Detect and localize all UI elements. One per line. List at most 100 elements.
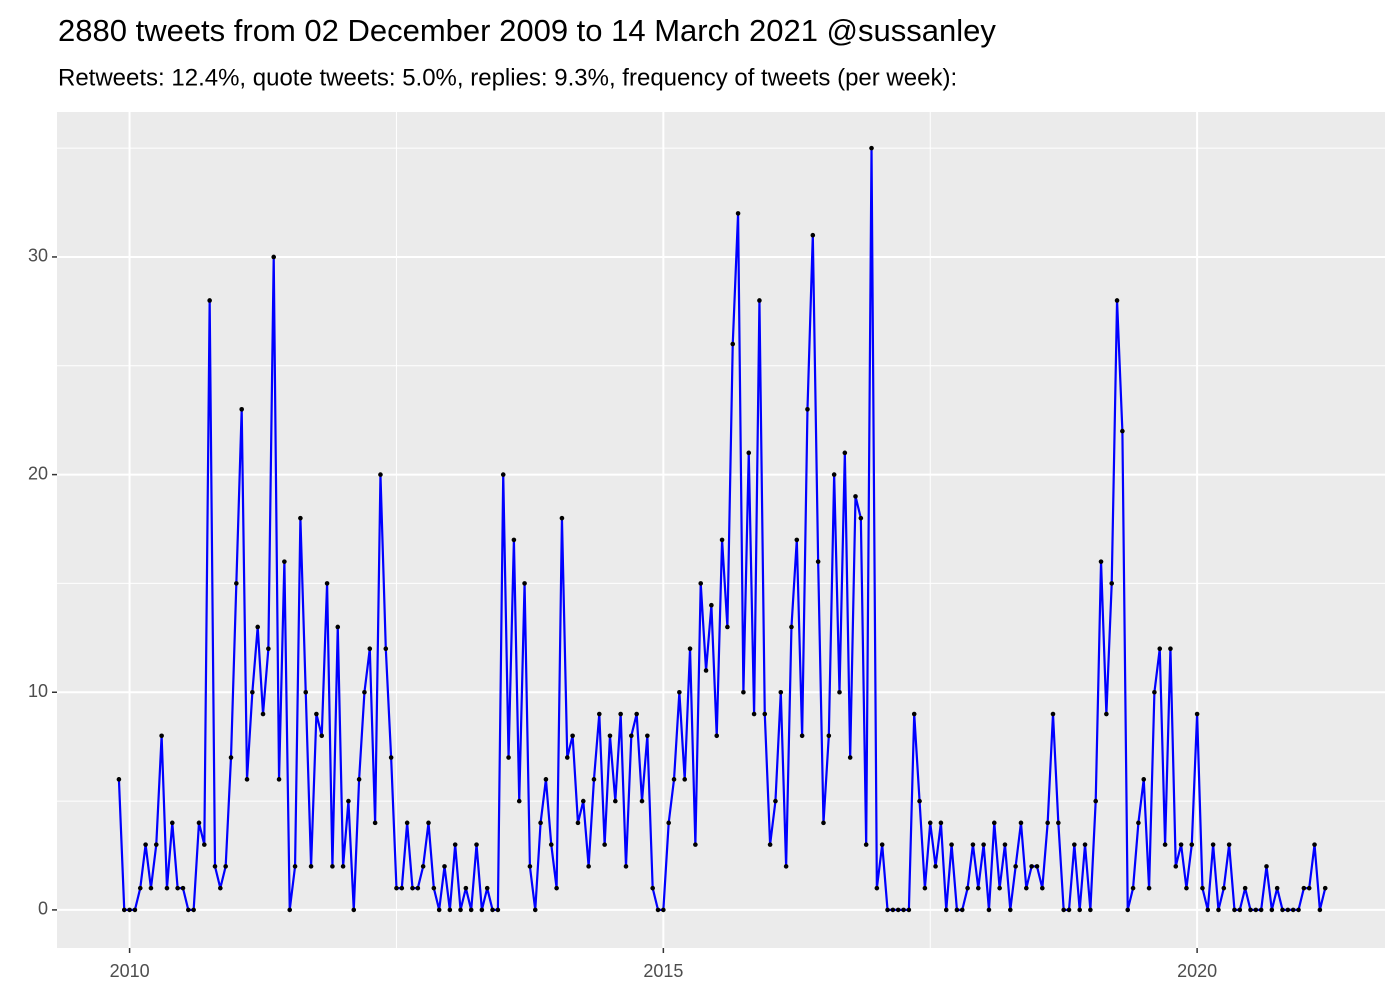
point [543,777,549,782]
point [1290,907,1296,913]
point [719,537,725,543]
point [783,864,789,869]
point [970,842,976,847]
point [1269,907,1275,913]
y-tick-label: 10 [28,681,48,701]
point [586,864,591,869]
point [1018,820,1024,826]
point [778,689,784,695]
point [116,777,122,782]
point [266,646,271,652]
point [1104,711,1109,717]
point [319,733,325,739]
point [314,711,319,717]
point [431,885,437,891]
point [1280,907,1285,913]
point [1301,885,1307,891]
y-tick-label: 0 [38,899,48,919]
point [794,537,800,543]
point [623,864,629,869]
point [1040,885,1045,891]
point [1146,885,1152,891]
point [613,798,618,804]
point [538,820,543,826]
point [911,711,917,717]
point [741,689,746,695]
point [917,798,922,804]
point [127,907,132,913]
point [1136,820,1141,826]
point [458,907,463,913]
point [602,842,607,847]
point [725,624,730,630]
point [655,907,661,913]
point [858,515,864,521]
point [1114,298,1120,303]
point [954,907,960,913]
point [661,907,666,913]
point [394,885,399,891]
point [1210,842,1216,847]
point [757,298,762,303]
point [933,864,938,869]
point [153,842,159,847]
point [442,864,447,869]
point [169,820,175,826]
point [879,842,885,847]
y-tick-label: 20 [28,463,48,483]
point [629,733,634,739]
point [975,885,981,891]
point [244,777,250,782]
point [522,581,527,586]
point [580,798,586,804]
x-tick-label: 2010 [110,961,150,981]
point [1178,842,1184,847]
point [474,842,479,847]
point [495,907,501,913]
point [1242,885,1248,891]
point [1072,842,1077,847]
point [479,907,485,913]
point [239,407,244,412]
point [997,885,1002,891]
point [404,820,410,826]
point [516,798,522,804]
point [137,885,143,891]
point [1141,777,1147,782]
point [746,450,752,456]
point [842,450,848,456]
point [677,689,682,695]
point [554,885,559,891]
point [634,711,639,717]
point [805,407,810,412]
point [180,885,186,891]
point [591,777,597,782]
point [1109,581,1115,586]
point [751,711,757,717]
point [1056,820,1061,826]
point [1050,711,1056,717]
point [164,885,170,891]
point [564,755,570,760]
point [228,755,234,760]
point [202,842,207,847]
point [666,820,671,826]
point [837,689,842,695]
point [463,885,469,891]
point [351,907,357,913]
point [703,668,709,673]
plot-panel [57,112,1385,948]
point [815,559,821,564]
point [362,689,367,695]
point [1007,907,1013,913]
point [693,842,698,847]
point [490,907,495,913]
point [388,755,394,760]
point [895,907,901,913]
point [1173,864,1179,869]
point [927,820,933,826]
point [1162,842,1168,847]
point [650,885,655,891]
point [186,907,191,913]
